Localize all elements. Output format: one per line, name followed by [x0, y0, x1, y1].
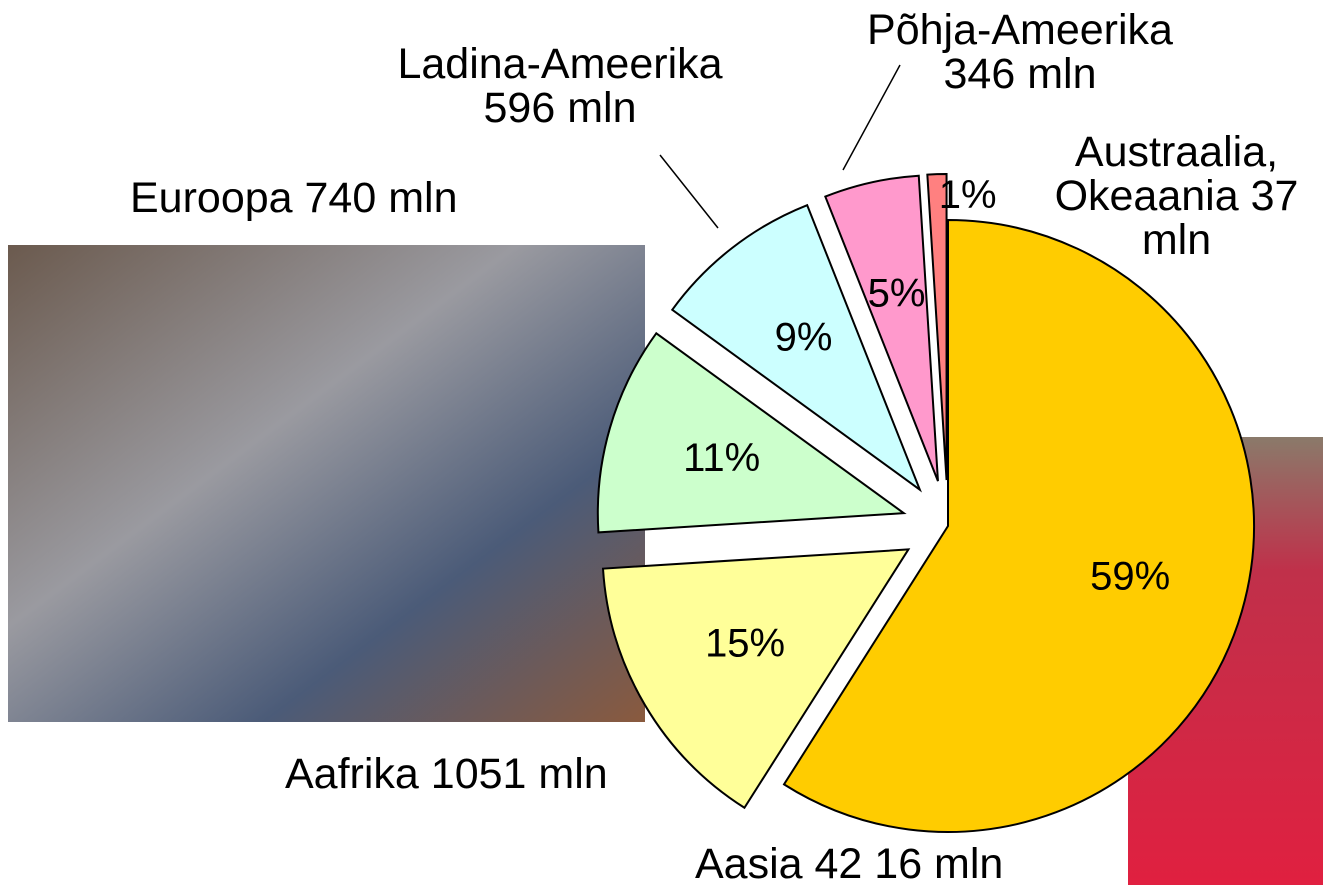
value-label: 59%: [1090, 554, 1170, 598]
value-label: 5%: [868, 272, 926, 316]
photo-group: [8, 245, 645, 722]
pie: 59% 15% 11% 9% 5% 1%: [598, 173, 1254, 832]
value-label: 1%: [939, 173, 997, 217]
value-label: 9%: [775, 315, 833, 359]
value-label: 15%: [705, 622, 785, 666]
category-label: Ladina-Ameerika 596 mln: [360, 42, 760, 130]
category-label: Euroopa 740 mln: [130, 176, 458, 220]
category-label: Aafrika 1051 mln: [285, 752, 608, 796]
category-label: Austraalia, Okeaania 37 mln: [1030, 130, 1323, 262]
page: 59% 15% 11% 9% 5% 1% Aasia 42 16 mln Aafrika …: [0, 0, 1323, 885]
category-label: Aasia 42 16 mln: [695, 842, 1003, 885]
category-label: Põhja-Ameerika 346 mln: [820, 8, 1220, 96]
value-label: 11%: [683, 436, 760, 480]
leader-line: [660, 155, 718, 228]
